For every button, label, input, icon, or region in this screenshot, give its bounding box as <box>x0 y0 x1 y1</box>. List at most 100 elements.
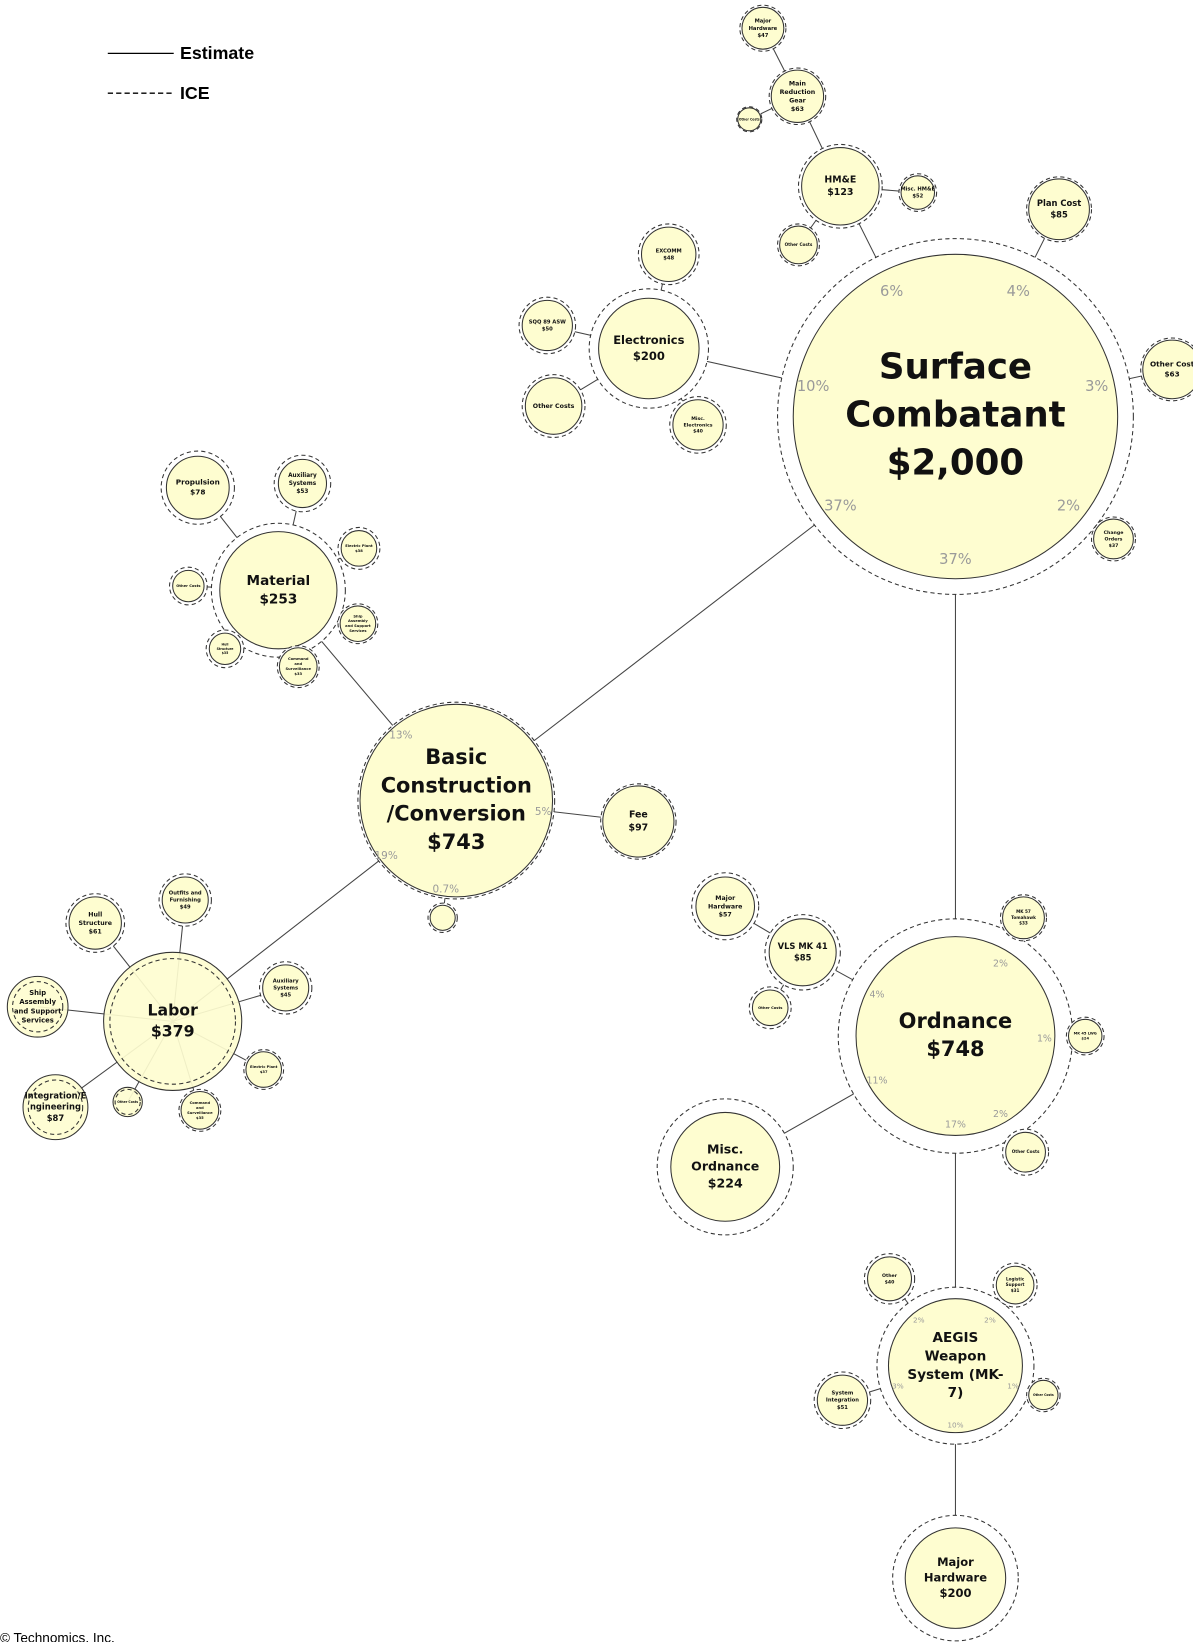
node-label: Ordnance <box>691 1158 759 1173</box>
percent-label: 2% <box>1057 498 1080 515</box>
estimate-circle <box>340 530 378 567</box>
node-label: 7) <box>948 1385 964 1401</box>
estimate-circle <box>995 1265 1035 1305</box>
node-label: Propulsion <box>176 478 220 487</box>
estimate-circle <box>278 647 318 686</box>
node-label: Other Costs <box>533 403 575 410</box>
percent-label: 3% <box>1085 378 1108 395</box>
estimate-circle <box>262 964 310 1012</box>
node-label: MK 45 LWG <box>1074 1032 1097 1036</box>
node-label: Combatant <box>845 395 1065 436</box>
node-label: Surveillance <box>286 667 312 671</box>
node-label: AEGIS <box>933 1330 979 1346</box>
estimate-circle <box>429 904 456 931</box>
node-label: $45 <box>280 992 291 998</box>
node-label: System (MK- <box>907 1367 1003 1383</box>
node-label: $253 <box>259 591 297 607</box>
node-label: Basic <box>425 745 487 769</box>
node-label: Structure <box>78 920 112 927</box>
node-label: $52 <box>912 194 923 200</box>
estimate-circle <box>904 1527 1007 1629</box>
node-label: and Support <box>345 624 371 628</box>
node-label: $35 <box>222 651 229 655</box>
node-label: Hardware <box>749 26 778 32</box>
node-label: Hull <box>222 643 229 647</box>
estimate-circle <box>180 1090 220 1130</box>
estimate-circle <box>208 632 242 666</box>
node-label: HM&E <box>824 174 856 185</box>
legend-label: ICE <box>180 83 210 103</box>
node-label: $63 <box>1164 369 1179 378</box>
estimate-circle <box>640 226 697 283</box>
estimate-circle <box>245 1051 283 1088</box>
percent-label: 2% <box>993 958 1008 969</box>
node-label: Other <box>882 1273 898 1279</box>
percent-label: 37% <box>939 551 972 568</box>
estimate-circle <box>1067 1018 1103 1054</box>
estimate-circle <box>161 876 209 924</box>
percent-label: 37% <box>824 498 857 515</box>
estimate-circle <box>602 785 675 858</box>
node-label: EXCOMM <box>656 248 682 254</box>
node-label: $38 <box>355 549 363 553</box>
percent-label: 1% <box>1037 1034 1052 1045</box>
node-label: Hardware <box>708 903 742 910</box>
node-label: $40 <box>693 429 704 435</box>
node-label: Other Costs <box>758 1006 782 1010</box>
node-label: $748 <box>926 1037 984 1061</box>
node-label: $63 <box>791 106 804 113</box>
node-label: Plan Cost <box>1037 198 1081 208</box>
node-label: Reduction <box>780 89 816 96</box>
node-label: Electric Plant <box>345 544 373 548</box>
node-label: Services <box>22 1017 54 1025</box>
estimate-circle <box>779 225 818 265</box>
node-label: Logistic <box>1006 1276 1025 1281</box>
node-label: Gear <box>789 98 807 105</box>
node-label: Construction <box>381 773 532 797</box>
node-label: VLS MK 41 <box>778 941 828 951</box>
node-label: Integration <box>826 1398 859 1404</box>
percent-label: 0.7% <box>433 884 460 896</box>
estimate-circle <box>1028 178 1090 241</box>
node-label: Other Costs <box>1033 1393 1054 1397</box>
node-label: $35 <box>196 1116 204 1120</box>
node-label: $24 <box>1081 1037 1089 1041</box>
node-label: Surface <box>879 346 1032 387</box>
estimate-circle <box>770 69 825 123</box>
node-label: Electric Plant <box>250 1065 278 1069</box>
node-label: $51 <box>837 1405 848 1411</box>
estimate-circle <box>867 1256 913 1302</box>
node-label: Ordnance <box>899 1009 1013 1033</box>
ice-circle <box>109 958 236 1085</box>
node-label: $78 <box>190 488 205 497</box>
node-label: $53 <box>296 489 308 495</box>
node-label: MK 57 <box>1016 909 1031 914</box>
node-label: SQQ 89 ASW <box>529 319 566 325</box>
estimate-circle <box>68 896 122 950</box>
estimate-circle <box>524 377 583 435</box>
node-label: $50 <box>542 326 553 332</box>
node-label: Orders <box>1105 536 1123 542</box>
node-label: $123 <box>827 187 853 198</box>
percent-label: 1% <box>1007 1382 1019 1391</box>
node-label: $49 <box>180 905 191 911</box>
node-label: Assembly <box>348 619 368 623</box>
percent-label: 19% <box>375 850 398 862</box>
node-label: $40 <box>885 1280 896 1286</box>
estimate-circle <box>521 299 573 352</box>
node-label: Ship <box>29 989 46 997</box>
node-label: $743 <box>427 830 485 854</box>
estimate-circle <box>172 569 205 603</box>
percent-labels: 6% 4% 3% 2% 37% 37% 10% 13% 5% 19% 0.7% 4% 2% 1% 2% 11%… <box>375 283 1109 1429</box>
estimate-circle <box>672 399 724 451</box>
node-label: Other Costs <box>176 584 200 588</box>
node-label: Major <box>715 895 736 902</box>
node-label: Services <box>349 629 366 633</box>
estimate-circle <box>887 1298 1023 1434</box>
estimate-circle <box>695 876 756 937</box>
node-label: /Conversion <box>387 802 526 826</box>
node-label: Misc. HM&E <box>900 187 935 193</box>
node-label: Tomahawk <box>1011 915 1036 920</box>
node-label: Material <box>247 573 311 589</box>
node-label: $224 <box>708 1175 743 1190</box>
